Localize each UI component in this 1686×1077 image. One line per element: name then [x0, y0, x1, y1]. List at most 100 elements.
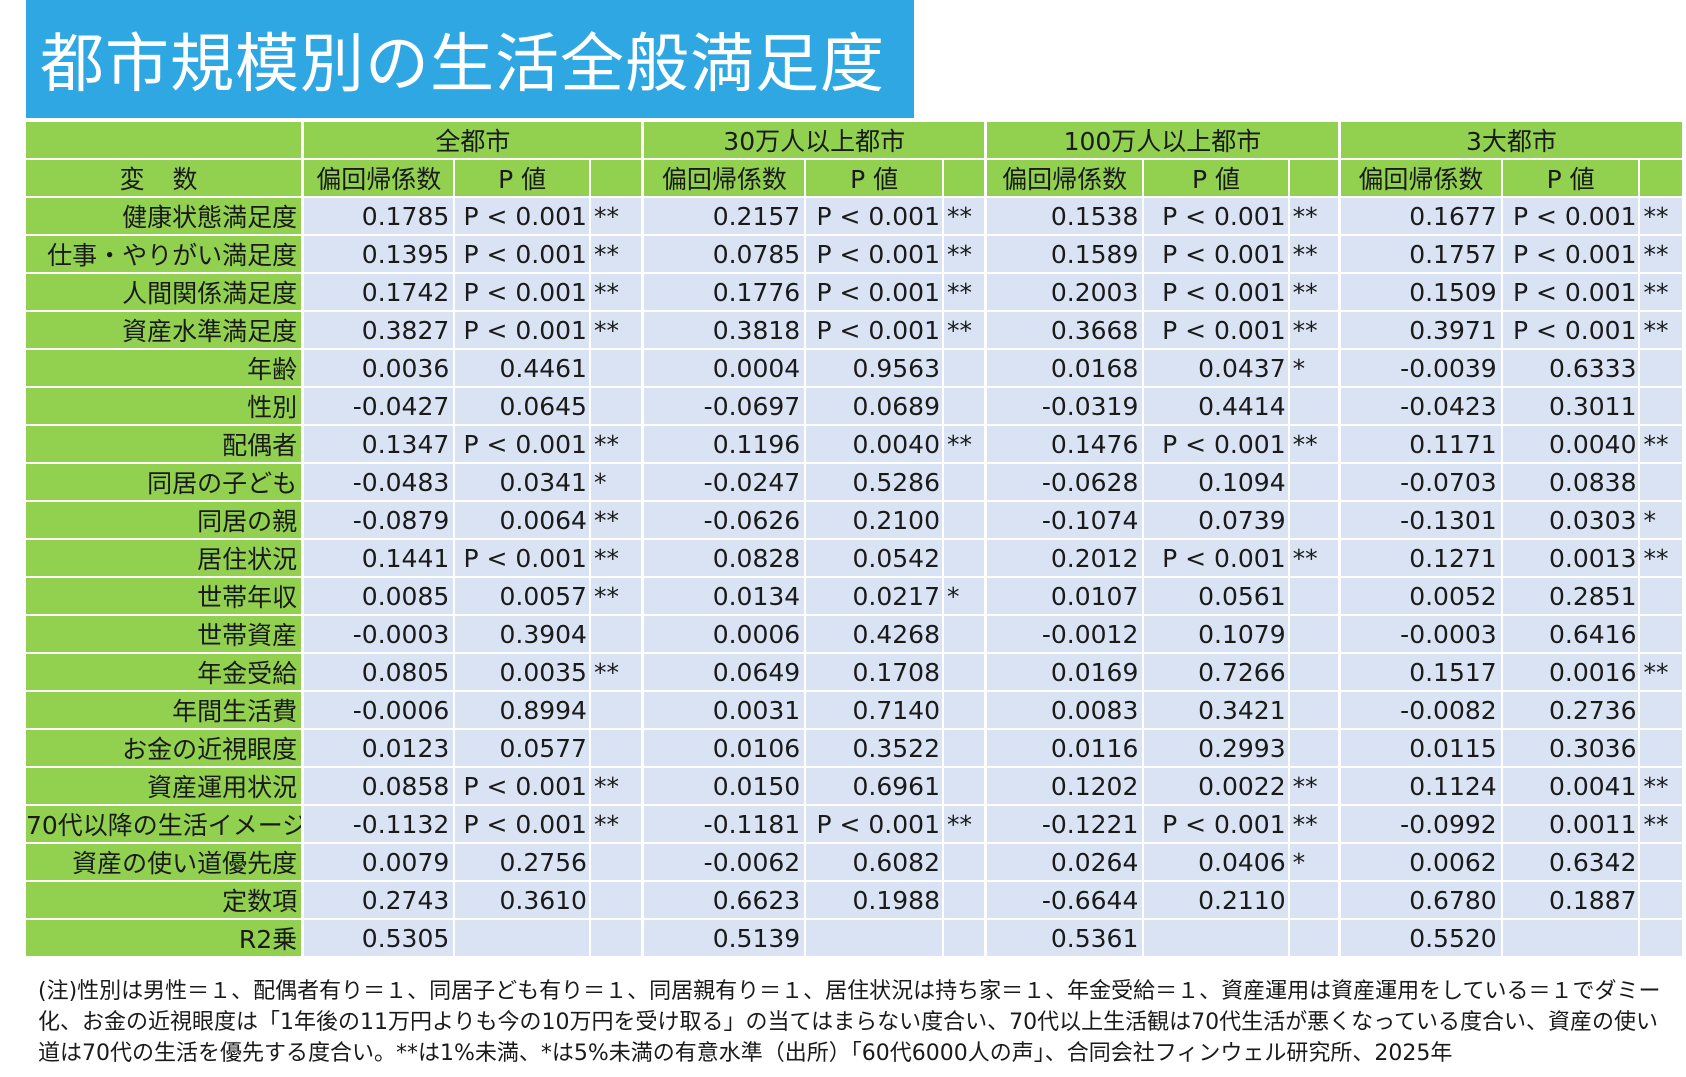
regression-table: 全都市 30万人以上都市 100万人以上都市 3大都市変 数偏回帰係数 P 値偏回帰係数…	[26, 122, 1682, 958]
coef-cell: 0.3827	[301, 311, 455, 350]
row-label: 同居の親	[26, 501, 303, 540]
coef-cell: 0.2157	[641, 197, 806, 236]
coef-cell: -0.0003	[301, 615, 455, 654]
sig-cell	[588, 387, 643, 426]
group-header: 全都市	[301, 122, 643, 160]
pvalue-cell: 0.6961	[804, 767, 943, 806]
sig-cell	[1287, 881, 1340, 920]
pvalue-cell: 0.2993	[1142, 729, 1289, 768]
table-row: 同居の子ども -0.0483 0.0341 * -0.0247 0.5286 -0.0628…	[26, 463, 1682, 502]
table-row: 世帯資産 -0.0003 0.3904 0.0006 0.4268 -0.0012 0.10…	[26, 615, 1682, 654]
row-label: 70代以降の生活イメージ	[26, 805, 303, 844]
pvalue-cell: P < 0.001	[1142, 425, 1289, 464]
coef-cell: -0.1221	[983, 805, 1144, 844]
sig-cell	[1638, 577, 1682, 616]
coef-cell: -0.0992	[1337, 805, 1502, 844]
table-row: 人間関係満足度 0.1742 P < 0.001 ** 0.1776 P < 0.001 *…	[26, 273, 1682, 312]
pvalue-cell: 0.0739	[1142, 501, 1289, 540]
sig-cell: **	[1638, 767, 1682, 806]
coef-cell: 0.0168	[983, 349, 1144, 388]
pvalue-cell: P < 0.001	[453, 767, 590, 806]
coef-cell: -0.1132	[301, 805, 455, 844]
coef-cell: 0.6623	[641, 881, 806, 920]
coef-cell: 0.1517	[1337, 653, 1502, 692]
sig-cell	[941, 349, 986, 388]
sig-cell: **	[1638, 311, 1682, 350]
sig-header	[1287, 159, 1340, 198]
coef-cell: 0.0805	[301, 653, 455, 692]
coef-cell: 0.2003	[983, 273, 1144, 312]
coef-cell: 0.1271	[1337, 539, 1502, 578]
pvalue-cell: 0.0689	[804, 387, 943, 426]
table-row: 定数項 0.2743 0.3610 0.6623 0.1988 -0.6644 0.2110…	[26, 881, 1682, 920]
coef-cell: -0.0628	[983, 463, 1144, 502]
pvalue-cell: P < 0.001	[1500, 235, 1640, 274]
sig-cell: **	[1287, 235, 1340, 274]
pvalue-cell: 0.4268	[804, 615, 943, 654]
sig-cell: **	[588, 197, 643, 236]
sig-cell: **	[588, 539, 643, 578]
coef-cell: -0.0483	[301, 463, 455, 502]
coef-cell: 0.0264	[983, 843, 1144, 882]
sig-cell	[941, 767, 986, 806]
sig-header	[1638, 159, 1682, 198]
sig-cell: **	[588, 653, 643, 692]
coef-cell: 0.0085	[301, 577, 455, 616]
coef-cell: 0.1202	[983, 767, 1144, 806]
row-label: 配偶者	[26, 425, 303, 464]
sig-cell	[1287, 691, 1340, 730]
coef-cell: 0.5139	[641, 919, 806, 958]
table-row: 世帯年収 0.0085 0.0057 ** 0.0134 0.0217 * 0.0107 0.0…	[26, 577, 1682, 616]
pvalue-cell: P < 0.001	[804, 235, 943, 274]
sig-cell: **	[588, 235, 643, 274]
pvalue-header: P 値	[1142, 159, 1289, 198]
sig-cell: **	[588, 273, 643, 312]
coef-cell: -0.0427	[301, 387, 455, 426]
coef-cell: 0.0107	[983, 577, 1144, 616]
sig-cell	[588, 881, 643, 920]
coef-header: 偏回帰係数	[301, 159, 455, 198]
pvalue-header: P 値	[804, 159, 943, 198]
coef-cell: 0.0083	[983, 691, 1144, 730]
coef-cell: 0.1171	[1337, 425, 1502, 464]
pvalue-cell: P < 0.001	[1500, 197, 1640, 236]
pvalue-cell: 0.6082	[804, 843, 943, 882]
coef-cell: 0.0828	[641, 539, 806, 578]
coef-cell: 0.2012	[983, 539, 1144, 578]
pvalue-cell: 0.6416	[1500, 615, 1640, 654]
pvalue-cell: 0.0406	[1142, 843, 1289, 882]
row-label: 世帯資産	[26, 615, 303, 654]
sig-cell: *	[1638, 501, 1682, 540]
coef-cell: -0.1301	[1337, 501, 1502, 540]
sig-cell	[1287, 653, 1340, 692]
sig-cell: **	[1287, 805, 1340, 844]
sig-cell	[941, 919, 986, 958]
sig-cell	[588, 729, 643, 768]
coef-cell: 0.1742	[301, 273, 455, 312]
coef-cell: 0.1785	[301, 197, 455, 236]
pvalue-cell: 0.0013	[1500, 539, 1640, 578]
sig-cell	[941, 653, 986, 692]
pvalue-cell: 0.0561	[1142, 577, 1289, 616]
table-row: 健康状態満足度 0.1785 P < 0.001 ** 0.2157 P < 0.001 *…	[26, 197, 1682, 236]
coef-cell: 0.3818	[641, 311, 806, 350]
coef-cell: -0.0423	[1337, 387, 1502, 426]
coef-cell: 0.0649	[641, 653, 806, 692]
pvalue-cell: 0.6342	[1500, 843, 1640, 882]
sig-cell: **	[1287, 767, 1340, 806]
pvalue-cell: 0.3610	[453, 881, 590, 920]
pvalue-cell: 0.9563	[804, 349, 943, 388]
sig-cell	[941, 729, 986, 768]
pvalue-cell: 0.0542	[804, 539, 943, 578]
coef-cell: -0.0626	[641, 501, 806, 540]
pvalue-cell: P < 0.001	[1142, 197, 1289, 236]
pvalue-cell: 0.0645	[453, 387, 590, 426]
coef-cell: -0.0703	[1337, 463, 1502, 502]
pvalue-cell: 0.4461	[453, 349, 590, 388]
coef-cell: -0.6644	[983, 881, 1144, 920]
sig-cell	[1287, 729, 1340, 768]
pvalue-cell: 0.2851	[1500, 577, 1640, 616]
sig-cell: **	[1638, 539, 1682, 578]
table-row: 性別 -0.0427 0.0645 -0.0697 0.0689 -0.0319 0.441…	[26, 387, 1682, 426]
row-label: 年齢	[26, 349, 303, 388]
